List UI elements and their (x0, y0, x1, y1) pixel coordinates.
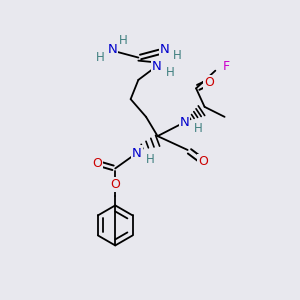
Text: H: H (146, 153, 155, 166)
Text: O: O (198, 155, 208, 168)
Text: N: N (180, 116, 189, 129)
Text: N: N (152, 60, 162, 73)
Text: F: F (223, 60, 230, 73)
Text: H: H (194, 122, 203, 135)
Text: O: O (92, 157, 102, 169)
Text: N: N (107, 44, 117, 56)
Text: H: H (166, 66, 175, 79)
Text: O: O (204, 76, 214, 89)
Text: N: N (132, 146, 142, 160)
Text: O: O (110, 178, 120, 191)
Text: H: H (173, 49, 182, 62)
Text: H: H (118, 34, 127, 47)
Text: H: H (95, 51, 104, 64)
Text: N: N (160, 44, 170, 56)
